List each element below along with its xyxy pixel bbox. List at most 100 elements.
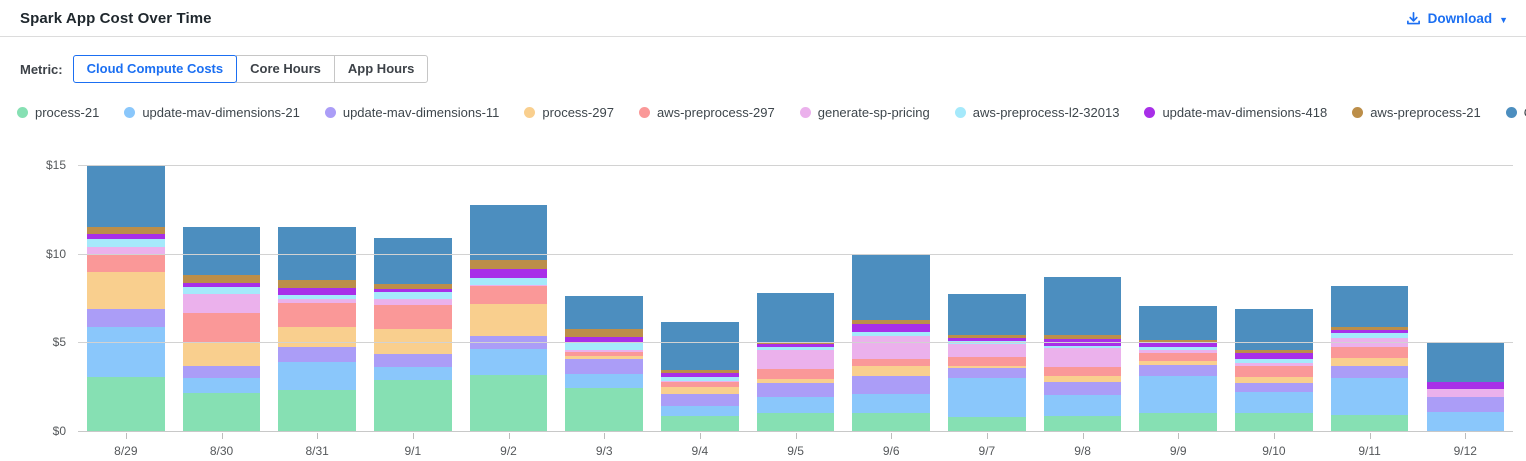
bar-segment-update-mav-dimensions-418[interactable] <box>1235 353 1313 360</box>
stacked-bar[interactable] <box>278 227 356 432</box>
bar-segment-update-mav-dimensions-11[interactable] <box>278 346 356 362</box>
bar-segment-aws-preprocess-21[interactable] <box>1330 326 1409 331</box>
bar-segment-update-mav-dimensions-21[interactable] <box>1139 376 1217 413</box>
bar-segment-aws-preprocess-297[interactable] <box>1139 353 1217 362</box>
bar-segment-update-mav-dimensions-11[interactable] <box>87 308 165 327</box>
bar-segment-process-21[interactable] <box>469 375 548 432</box>
bar-9-2[interactable]: 9/2 <box>461 166 557 458</box>
bar-segment-process-297[interactable] <box>661 386 739 394</box>
bar-segment-update-mav-dimensions-418[interactable] <box>565 337 643 342</box>
bar-segment-generate-sp-pricing[interactable] <box>374 299 452 306</box>
bar-segment-process-297[interactable] <box>1139 361 1217 365</box>
legend-item-aws-preprocess-l2-32013[interactable]: aws-preprocess-l2-32013 <box>954 105 1119 120</box>
bar-segment-update-mav-dimensions-418[interactable] <box>469 268 548 278</box>
bar-segment-aws-preprocess-l2-32013[interactable] <box>852 331 930 337</box>
legend-item-process-21[interactable]: process-21 <box>17 105 99 120</box>
bar-segment-aws-preprocess-297[interactable] <box>374 305 452 330</box>
bar-segment-generate-sp-pricing[interactable] <box>87 246 165 255</box>
bar-segment-update-mav-dimensions-11[interactable] <box>1043 382 1122 395</box>
bar-segment-generate-sp-pricing[interactable] <box>1235 362 1313 367</box>
bar-segment-other[interactable] <box>756 292 835 342</box>
legend-item-aws-preprocess-297[interactable]: aws-preprocess-297 <box>638 105 775 120</box>
bar-segment-generate-sp-pricing[interactable] <box>1139 350 1217 354</box>
stacked-bar[interactable] <box>374 237 452 432</box>
stacked-bar[interactable] <box>1043 276 1122 432</box>
bar-segment-aws-preprocess-297[interactable] <box>1043 367 1122 377</box>
bar-segment-update-mav-dimensions-11[interactable] <box>1139 364 1217 377</box>
bar-segment-other[interactable] <box>1235 308 1313 350</box>
bar-segment-other[interactable] <box>948 293 1026 335</box>
bar-segment-update-mav-dimensions-11[interactable] <box>756 383 835 398</box>
stacked-bar[interactable] <box>948 293 1026 432</box>
bar-segment-process-297[interactable] <box>87 271 165 309</box>
bar-segment-other[interactable] <box>1330 285 1409 327</box>
bar-9-4[interactable]: 9/4 <box>652 166 748 458</box>
bar-9-10[interactable]: 9/10 <box>1226 166 1322 458</box>
bar-segment-generate-sp-pricing[interactable] <box>852 336 930 360</box>
bar-segment-aws-preprocess-21[interactable] <box>469 260 548 269</box>
bar-segment-aws-preprocess-297[interactable] <box>182 313 261 343</box>
bar-segment-aws-preprocess-21[interactable] <box>661 370 739 373</box>
bar-segment-process-21[interactable] <box>852 412 930 432</box>
bar-segment-aws-preprocess-l2-32013[interactable] <box>278 294 356 300</box>
bar-segment-aws-preprocess-297[interactable] <box>469 285 548 305</box>
legend-item-process-297[interactable]: process-297 <box>524 105 614 120</box>
bar-segment-generate-sp-pricing[interactable] <box>756 349 835 370</box>
bar-segment-update-mav-dimensions-11[interactable] <box>948 368 1026 378</box>
metric-option-app-hours[interactable]: App Hours <box>333 55 429 83</box>
bar-segment-aws-preprocess-l2-32013[interactable] <box>1235 359 1313 363</box>
bar-segment-aws-preprocess-l2-32013[interactable] <box>1139 346 1217 351</box>
bar-9-12[interactable]: 9/12 <box>1417 166 1513 458</box>
bar-segment-aws-preprocess-297[interactable] <box>948 356 1026 366</box>
bar-segment-process-21[interactable] <box>1235 412 1313 432</box>
stacked-bar[interactable] <box>1330 285 1409 432</box>
bar-segment-update-mav-dimensions-21[interactable] <box>1043 394 1122 417</box>
bar-segment-aws-preprocess-21[interactable] <box>278 280 356 288</box>
bar-segment-aws-preprocess-297[interactable] <box>1330 346 1409 359</box>
bar-segment-aws-preprocess-297[interactable] <box>87 254 165 272</box>
bar-9-3[interactable]: 9/3 <box>556 166 652 458</box>
legend-item-update-mav-dimensions-418[interactable]: update-mav-dimensions-418 <box>1144 105 1327 120</box>
bar-segment-other[interactable] <box>1043 276 1122 336</box>
bar-segment-aws-preprocess-21[interactable] <box>374 283 452 290</box>
metric-option-cloud-compute-costs[interactable]: Cloud Compute Costs <box>72 55 238 83</box>
bar-9-5[interactable]: 9/5 <box>748 166 844 458</box>
bar-segment-aws-preprocess-297[interactable] <box>1235 366 1313 378</box>
bar-segment-update-mav-dimensions-418[interactable] <box>374 289 452 292</box>
stacked-bar[interactable] <box>852 254 930 432</box>
bar-segment-process-21[interactable] <box>1139 412 1217 432</box>
bar-segment-generate-sp-pricing[interactable] <box>1426 388 1504 397</box>
bar-segment-update-mav-dimensions-11[interactable] <box>1235 383 1313 393</box>
bar-segment-aws-preprocess-21[interactable] <box>1043 335 1122 339</box>
bar-segment-aws-preprocess-l2-32013[interactable] <box>469 277 548 285</box>
bar-segment-other[interactable] <box>87 165 165 228</box>
bar-segment-process-297[interactable] <box>1043 376 1122 383</box>
bar-segment-update-mav-dimensions-21[interactable] <box>374 367 452 380</box>
bar-segment-update-mav-dimensions-11[interactable] <box>565 359 643 375</box>
bar-segment-update-mav-dimensions-21[interactable] <box>1235 392 1313 413</box>
bar-segment-process-21[interactable] <box>661 416 739 432</box>
bar-segment-other[interactable] <box>565 295 643 330</box>
bar-segment-process-297[interactable] <box>565 355 643 360</box>
bar-8-30[interactable]: 8/30 <box>174 166 270 458</box>
bar-segment-aws-preprocess-l2-32013[interactable] <box>1043 346 1122 348</box>
bar-segment-update-mav-dimensions-418[interactable] <box>1330 330 1409 333</box>
bar-segment-process-297[interactable] <box>852 366 930 377</box>
bar-8-31[interactable]: 8/31 <box>269 166 365 458</box>
legend-item-update-mav-dimensions-11[interactable]: update-mav-dimensions-11 <box>324 105 499 120</box>
bar-segment-update-mav-dimensions-418[interactable] <box>1426 382 1504 389</box>
bar-segment-aws-preprocess-297[interactable] <box>661 381 739 387</box>
bar-segment-process-297[interactable] <box>374 329 452 354</box>
bar-segment-aws-preprocess-297[interactable] <box>756 369 835 379</box>
bar-segment-process-21[interactable] <box>374 379 452 432</box>
bar-segment-process-21[interactable] <box>948 416 1026 432</box>
bar-segment-update-mav-dimensions-21[interactable] <box>661 406 739 417</box>
bar-segment-process-21[interactable] <box>1043 416 1122 432</box>
bar-segment-aws-preprocess-l2-32013[interactable] <box>374 291 452 300</box>
bar-segment-process-297[interactable] <box>948 365 1026 369</box>
download-button[interactable]: Download ▼ <box>1406 11 1508 26</box>
stacked-bar[interactable] <box>87 165 165 432</box>
bar-segment-aws-preprocess-21[interactable] <box>1139 339 1217 344</box>
bar-segment-generate-sp-pricing[interactable] <box>1043 347 1122 368</box>
bar-9-7[interactable]: 9/7 <box>939 166 1035 458</box>
